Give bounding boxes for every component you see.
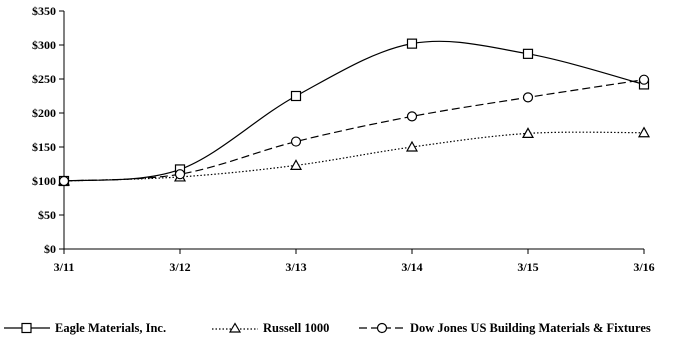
data-point-dow-jones-us-building-materials-fixtures [638,74,650,85]
series-layer [57,38,651,187]
y-tick-label: $350 [32,4,56,18]
legend: Eagle Materials, Inc. Russell 1000 Dow J… [0,318,693,338]
legend-item-russell-1000: Russell 1000 [210,318,329,338]
x-tick-label: 3/13 [285,260,306,274]
y-tick-label: $250 [32,72,56,86]
x-tick-label: 3/15 [517,260,538,274]
data-point-russell-1000 [405,140,419,152]
series-line-russell-1000 [63,131,645,182]
data-point-eagle-materials-inc [522,48,534,59]
series-russell-1000 [57,126,651,186]
legend-swatch-russell-1000 [212,322,258,333]
series-line-dow-jones-us-building-materials-fixtures [63,79,645,182]
data-point-russell-1000 [289,159,303,170]
chart-axes: $0 $50 $100 $150 $200 $250 $300 $350 3/11 3/12 3/1… [32,4,655,274]
data-point-dow-jones-us-building-materials-fixtures [58,175,70,187]
data-point-dow-jones-us-building-materials-fixtures [522,92,534,103]
series-eagle-materials-inc [58,38,650,187]
legend-label-eagle-materials: Eagle Materials, Inc. [55,320,167,335]
y-tick-label: $300 [32,38,56,52]
legend-swatch-eagle-materials [4,322,50,334]
legend-label-dow-jones: Dow Jones US Building Materials & Fixtur… [410,320,651,335]
legend-swatch-dow-jones [359,322,405,334]
series-line-eagle-materials-inc [63,40,645,182]
legend-item-dow-jones: Dow Jones US Building Materials & Fixtur… [357,318,651,338]
data-point-eagle-materials-inc [406,38,418,49]
x-tick-label: 3/12 [169,260,190,274]
data-point-russell-1000 [521,127,535,138]
data-point-dow-jones-us-building-materials-fixtures [406,111,418,122]
x-tick-label: 3/11 [54,260,75,274]
y-tick-label: $150 [32,140,56,154]
series-dow-jones-us-building-materials-fixtures [58,74,650,187]
y-tick-label: $200 [32,106,56,120]
y-tick-label: $0 [44,242,56,256]
data-point-eagle-materials-inc [290,90,302,102]
data-point-dow-jones-us-building-materials-fixtures [174,169,186,180]
legend-item-eagle-materials: Eagle Materials, Inc. [2,318,166,338]
legend-label-russell-1000: Russell 1000 [263,320,330,335]
data-point-russell-1000 [637,126,651,138]
y-tick-label: $50 [38,208,56,222]
y-tick-label: $100 [32,174,56,188]
line-chart: $0 $50 $100 $150 $200 $250 $300 $350 3/11 3/12 3/1… [32,4,655,274]
x-tick-label: 3/16 [633,260,654,274]
data-point-dow-jones-us-building-materials-fixtures [290,136,302,147]
x-tick-label: 3/14 [401,260,422,274]
